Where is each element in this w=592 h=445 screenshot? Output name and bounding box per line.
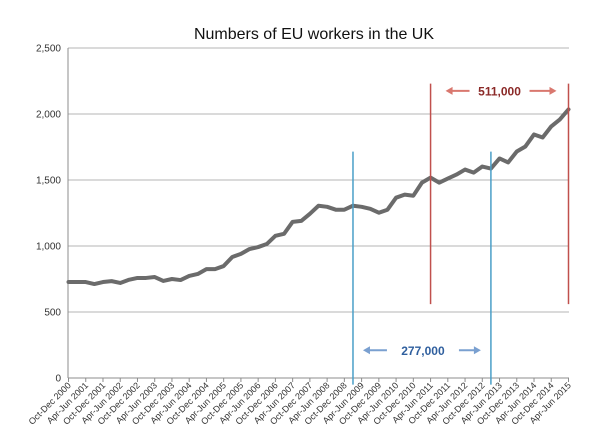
y-tick-label: 1,000 [36,242,61,253]
series [66,107,571,287]
y-tick-label: 2,000 [36,110,61,121]
annotations: 277,000 511,000 [352,83,570,385]
arrow-head [549,86,557,95]
arrow-head [445,86,453,95]
y-tick-label: 2,500 [36,44,61,55]
axes [67,48,569,382]
annotation-label: 511,000 [478,84,521,98]
grid [68,47,569,313]
arrow-head [362,346,370,355]
y-tick-label: 500 [44,308,61,319]
y-tick-labels: 0 500 1,000 1,500 2,000 2,500 [36,44,61,385]
annotation-label: 277,000 [401,344,445,358]
arrow-head [473,346,481,355]
y-tick-label: 1,500 [36,176,61,187]
y-tick-label: 0 [55,374,61,385]
series-line [66,107,571,287]
chart-title: Numbers of EU workers in the UK [194,26,434,43]
